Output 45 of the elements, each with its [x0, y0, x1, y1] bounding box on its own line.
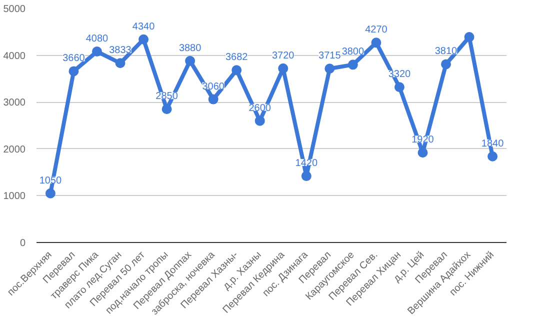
data-label: 3060 [202, 81, 225, 92]
point [162, 104, 172, 114]
data-label: 3320 [388, 69, 412, 80]
point [418, 148, 428, 158]
data-label: 2600 [248, 102, 272, 114]
point [92, 46, 102, 57]
point [324, 64, 335, 74]
point [278, 63, 288, 74]
y-tick-label: 4000 [3, 50, 26, 62]
point [232, 65, 242, 76]
data-label: 3800 [342, 46, 364, 58]
point [488, 151, 498, 162]
y-tick-label: 3000 [3, 98, 26, 109]
data-label: 2850 [156, 91, 178, 102]
point [441, 59, 452, 70]
data-label: 3810 [434, 46, 458, 58]
point [208, 94, 218, 104]
y-tick-label: 0 [20, 238, 26, 249]
data-label: 3833 [109, 45, 132, 56]
y-tick-label: 2000 [3, 144, 26, 156]
data-label: 1840 [481, 138, 504, 150]
point [138, 34, 149, 44]
point [301, 171, 312, 182]
data-label: 3660 [62, 53, 86, 64]
point [115, 58, 126, 68]
point [185, 56, 196, 66]
data-label: 3682 [225, 52, 248, 64]
point [464, 32, 474, 42]
point [254, 116, 265, 126]
data-label: 3715 [318, 50, 342, 62]
point [68, 66, 79, 76]
point [45, 188, 56, 198]
data-label: 4080 [86, 34, 109, 45]
data-label: 4270 [365, 24, 388, 36]
y-tick-label: 5000 [3, 4, 26, 15]
data-label: 4340 [132, 21, 156, 32]
point [348, 60, 358, 70]
data-label: 1050 [39, 175, 62, 186]
y-tick-label: 1000 [3, 191, 26, 202]
data-label: 1420 [295, 158, 318, 170]
point [371, 38, 382, 48]
data-label: 3880 [178, 42, 202, 54]
point [394, 82, 404, 92]
data-label: 3720 [272, 50, 295, 62]
data-label: 1920 [412, 134, 434, 146]
